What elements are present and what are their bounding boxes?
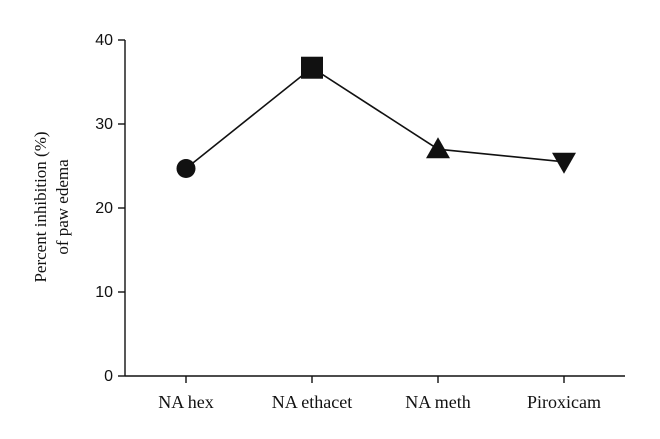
x-tick-label: NA hex [158,392,214,412]
y-tick-label: 30 [95,116,113,133]
x-ticks: NA hex NA ethacet NA meth Piroxicam [158,376,601,412]
y-axis-title-line-2: of paw edema [53,159,72,255]
axes [124,40,625,377]
y-tick-label: 10 [95,284,113,301]
y-tick-label: 0 [104,368,113,385]
data-point-square [301,56,323,79]
series [176,56,576,179]
x-tick-label: NA ethacet [272,392,352,412]
data-point-circle [176,159,196,179]
x-tick-label: Piroxicam [527,392,601,412]
x-tick-label: NA meth [405,392,471,412]
series-line [185,66,565,170]
y-ticks: 0 10 20 30 40 [95,32,125,385]
y-axis-title-line-1: Percent inhibition (%) [31,131,50,282]
data-point-triangle-down [552,152,576,174]
y-tick-label: 40 [95,32,113,49]
data-point-triangle-up [426,137,450,159]
y-tick-label: 20 [95,200,113,217]
y-axis-title: Percent inhibition (%) of paw edema [31,131,72,282]
